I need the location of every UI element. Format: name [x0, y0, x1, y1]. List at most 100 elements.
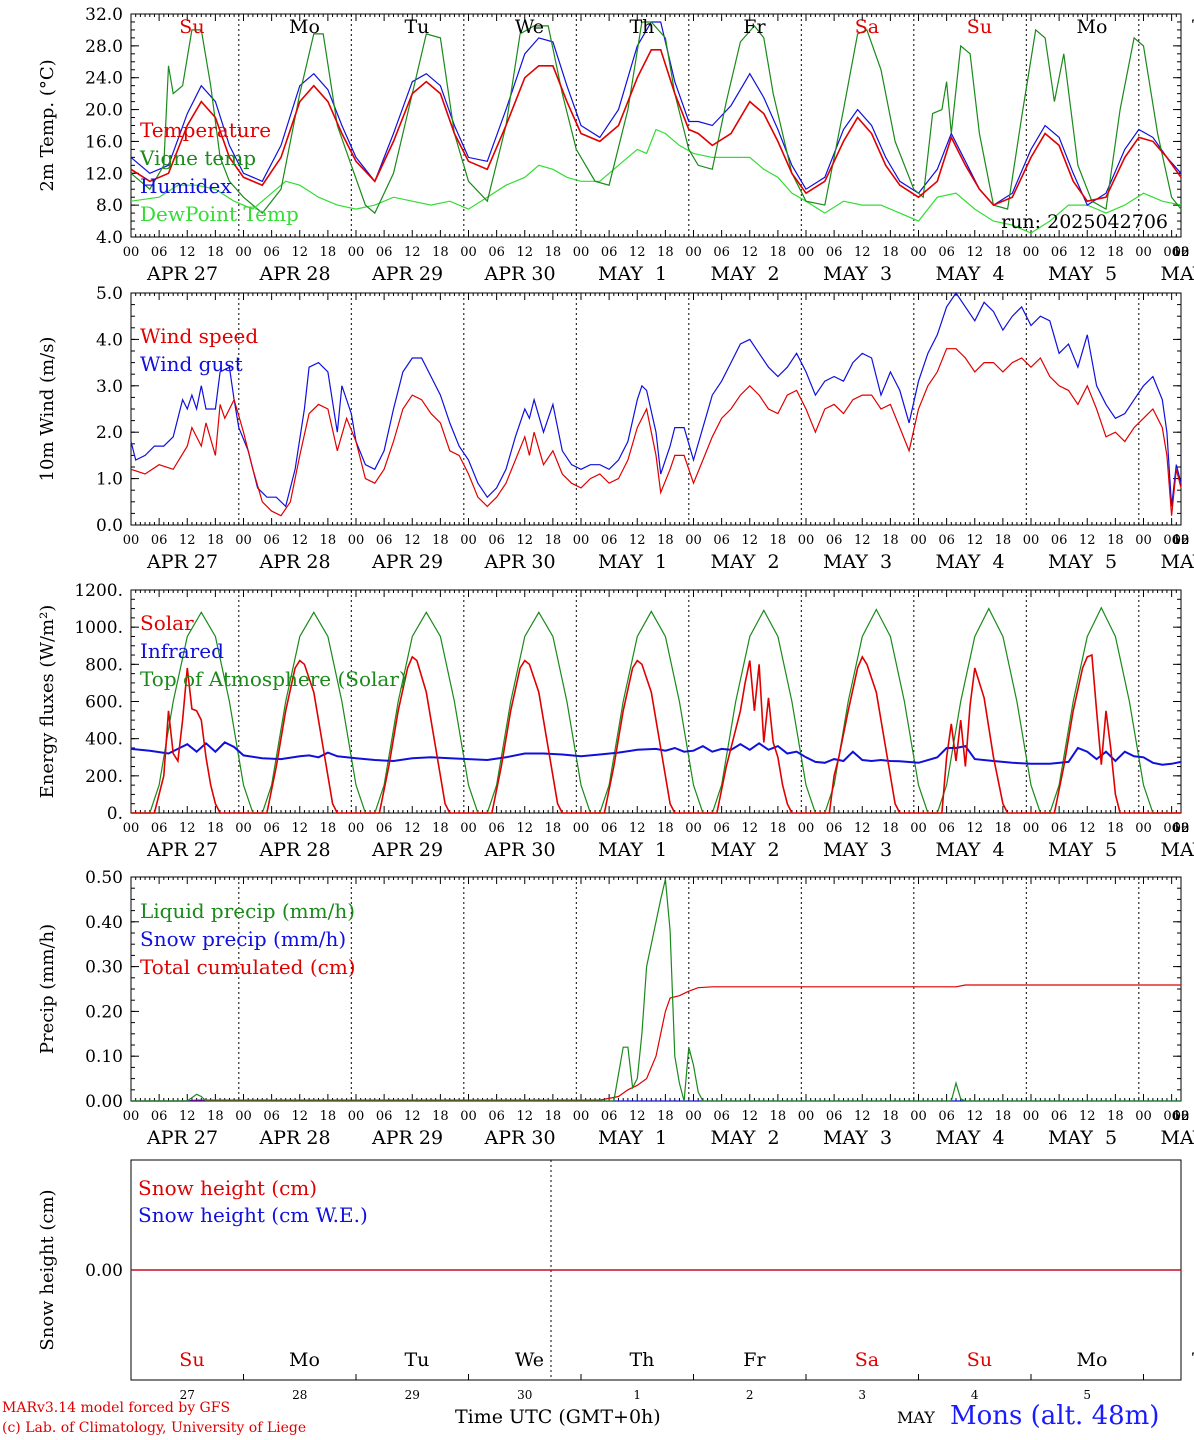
- y-tick-label: 5.0: [96, 284, 123, 304]
- hour-tick-label: 06: [713, 821, 730, 836]
- legend-entry: Total cumulated (cm): [140, 955, 356, 979]
- hour-tick-label: 06: [713, 1109, 730, 1124]
- hour-tick-label: 12: [291, 245, 308, 260]
- hour-tick-label: 06: [151, 1109, 168, 1124]
- weekday-label: Tu: [1192, 16, 1194, 38]
- legend-entry: Temperature: [140, 118, 271, 142]
- series-line-solar: [131, 653, 1181, 814]
- hour-tick-label: 00: [685, 821, 702, 836]
- series-line-liquid-precip-mm-h-: [131, 879, 1181, 1102]
- hour-tick-label: 00: [1173, 533, 1190, 548]
- y-axis-label: Precip (mm/h): [37, 924, 58, 1054]
- hour-tick-label: 18: [657, 1109, 674, 1124]
- hour-tick-label: 00: [348, 245, 365, 260]
- day-label: MAY 3: [823, 551, 892, 573]
- y-tick-label: 200.: [85, 767, 123, 787]
- panel-snow: [130, 1159, 1182, 1381]
- hour-tick-label: 00: [460, 821, 477, 836]
- hour-tick-label: 18: [882, 821, 899, 836]
- day-label: MAY 2: [711, 1127, 780, 1149]
- hour-tick-label: 00: [798, 821, 815, 836]
- hour-tick-label: 06: [263, 533, 280, 548]
- y-tick-label: 600.: [85, 693, 123, 713]
- hour-tick-label: 06: [488, 821, 505, 836]
- hour-tick-label: 06: [1163, 821, 1180, 836]
- hour-tick-label: 00: [1023, 1109, 1040, 1124]
- hour-tick-label: 06: [826, 533, 843, 548]
- hour-tick-label: 18: [207, 1109, 224, 1124]
- hour-tick-label: 06: [826, 1109, 843, 1124]
- bottom-day-number: 1: [633, 1388, 641, 1402]
- day-label: MAY 4: [936, 1127, 1005, 1149]
- hour-tick-label: 18: [1173, 821, 1190, 836]
- hour-tick-label: 00: [910, 245, 927, 260]
- hour-tick-label: 06: [938, 533, 955, 548]
- hour-tick-label: 06: [601, 245, 618, 260]
- hour-tick-label: 12: [179, 1109, 196, 1124]
- hour-tick-label: 12: [179, 821, 196, 836]
- hour-tick-label: 06: [601, 821, 618, 836]
- hour-tick-label: 00: [123, 533, 140, 548]
- bottom-day-number: 5: [1083, 1388, 1091, 1402]
- weekday-label: Th: [629, 1349, 654, 1371]
- hour-tick-label: 18: [320, 1109, 337, 1124]
- bottom-day-number: 30: [517, 1388, 532, 1402]
- y-tick-label: 1.0: [96, 470, 123, 490]
- hour-tick-label: 18: [1107, 533, 1124, 548]
- hour-tick-label: 00: [798, 245, 815, 260]
- y-axis-label: 2m Temp. (°C): [37, 59, 58, 191]
- hour-tick-label: 12: [516, 821, 533, 836]
- day-label: APR 28: [259, 1127, 331, 1149]
- hour-tick-label: 06: [376, 245, 393, 260]
- weekday-label: Fr: [743, 16, 766, 38]
- series-line-infrared: [130, 741, 1182, 766]
- station-name: Mons (alt. 48m): [950, 1401, 1160, 1431]
- hour-tick-label: 06: [376, 533, 393, 548]
- hour-tick-label: 00: [235, 1109, 252, 1124]
- hour-tick-label: 12: [1173, 821, 1190, 836]
- series-line-top-of-atmosphere-solar-: [131, 606, 1181, 814]
- day-label: APR 27: [146, 839, 218, 861]
- legend-entry: Liquid precip (mm/h): [140, 899, 355, 923]
- hour-tick-label: 00: [348, 821, 365, 836]
- y-tick-label: 0.50: [85, 868, 123, 888]
- hour-tick-label: 12: [1079, 1109, 1096, 1124]
- bottom-day-number: 4: [971, 1388, 979, 1402]
- day-label: APR 30: [484, 551, 556, 573]
- hour-tick-label: 00: [798, 1109, 815, 1124]
- legend-entry: Humidex: [140, 174, 232, 198]
- hour-tick-label: 18: [657, 533, 674, 548]
- hour-tick-label: 06: [1051, 533, 1068, 548]
- hour-tick-label: 18: [995, 1109, 1012, 1124]
- hour-tick-label: 12: [516, 1109, 533, 1124]
- hour-tick-label: 06: [488, 1109, 505, 1124]
- hour-tick-label: 00: [1173, 821, 1190, 836]
- legend-entry: Infrared: [140, 639, 224, 663]
- day-label: APR 27: [146, 263, 218, 285]
- hour-tick-label: 12: [854, 1109, 871, 1124]
- hour-tick-label: 18: [545, 821, 562, 836]
- day-label: MAY 1: [598, 1127, 667, 1149]
- hour-tick-label: 18: [1107, 1109, 1124, 1124]
- hour-tick-label: 18: [657, 821, 674, 836]
- hour-tick-label: 06: [263, 1109, 280, 1124]
- legend-entry: Vigne temp: [139, 146, 256, 170]
- weekday-label: Su: [179, 1349, 204, 1371]
- y-tick-label: 0.00: [85, 1092, 123, 1112]
- day-label: MAY 6: [1161, 551, 1194, 573]
- hour-tick-label: 18: [1107, 245, 1124, 260]
- day-label: MAY 4: [936, 839, 1005, 861]
- day-label: MAY 3: [823, 839, 892, 861]
- hour-tick-label: 00: [573, 533, 590, 548]
- hour-tick-label: 18: [995, 533, 1012, 548]
- bottom-day-number: 3: [858, 1388, 866, 1402]
- hour-tick-label: 00: [348, 1109, 365, 1124]
- hour-tick-label: 18: [545, 533, 562, 548]
- hour-tick-label: 00: [235, 533, 252, 548]
- day-label: MAY 1: [598, 839, 667, 861]
- hour-tick-label: 00: [123, 1109, 140, 1124]
- hour-tick-label: 18: [207, 533, 224, 548]
- y-tick-label: 0.20: [85, 1002, 123, 1022]
- y-tick-label: 12.0: [85, 164, 123, 184]
- y-tick-label: 8.0: [96, 196, 123, 216]
